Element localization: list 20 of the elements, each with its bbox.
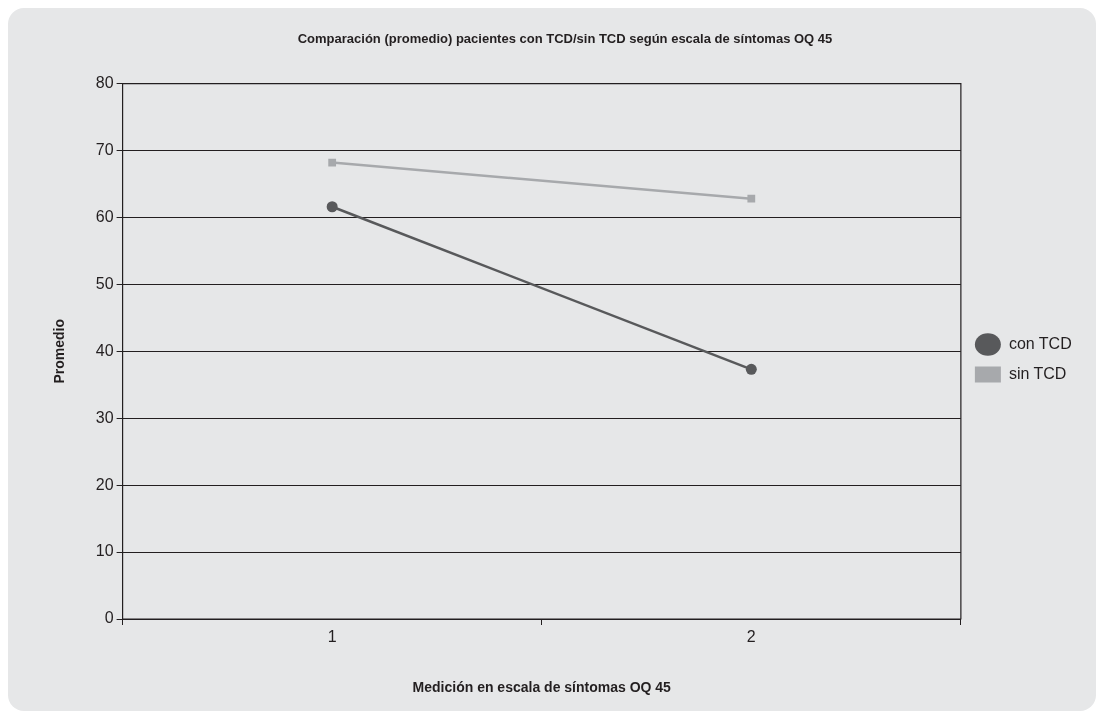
chart-title: Comparación (promedio) pacientes con TCD/sin TCD según escala de síntomas OQ 45 — [297, 31, 833, 47]
point — [747, 194, 756, 203]
y-tick-label: 50 — [95, 274, 114, 292]
x-axis-title: Medición en escala de síntomas OQ 45 — [412, 679, 672, 696]
point — [745, 363, 757, 375]
point — [326, 201, 338, 213]
y-tick-label: 40 — [95, 341, 114, 359]
y-tick-label: 10 — [95, 542, 114, 560]
legend-label: con TCD — [1008, 334, 1072, 352]
x-tick-label: 2 — [746, 628, 756, 646]
x-tick-label: 1 — [327, 628, 337, 646]
point — [328, 158, 337, 167]
y-axis-title: Promedio — [51, 319, 68, 384]
y-tick-label: 0 — [104, 609, 114, 627]
legend-label: sin TCD — [1008, 364, 1067, 382]
y-tick-label: 70 — [95, 140, 114, 158]
y-tick-label: 80 — [95, 74, 114, 92]
y-tick-label: 60 — [95, 207, 114, 225]
y-tick-label: 20 — [95, 475, 114, 493]
y-tick-label: 30 — [95, 408, 114, 426]
